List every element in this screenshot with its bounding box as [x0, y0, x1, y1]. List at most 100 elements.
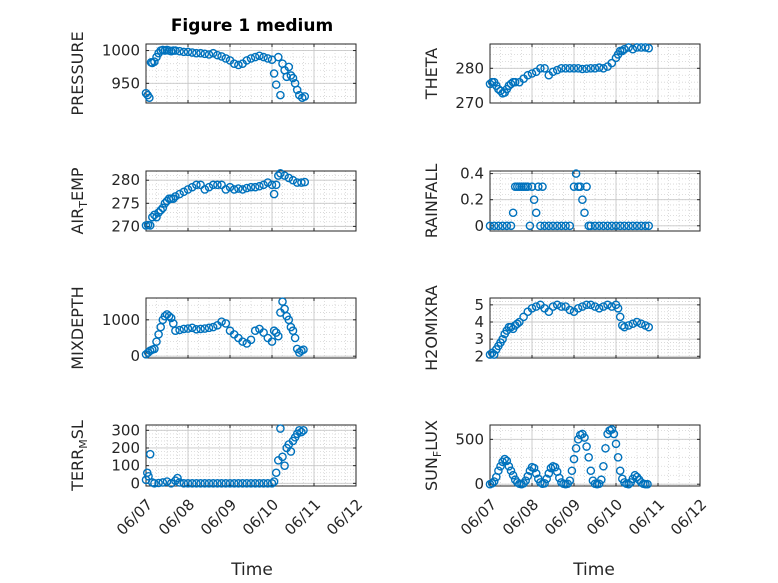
data-point	[144, 471, 153, 481]
data-point	[534, 182, 543, 191]
data-point	[238, 479, 247, 488]
data-point	[527, 69, 537, 78]
data-point	[510, 77, 520, 87]
axes-box	[145, 43, 357, 104]
data-point	[267, 180, 277, 190]
y-axis-label-main: PRESSURE	[68, 31, 87, 115]
data-point	[208, 48, 218, 58]
data-point	[294, 426, 304, 435]
data-point	[620, 44, 629, 54]
y-axis-label-rest: LUX	[422, 420, 441, 451]
y-tick-label: 4	[474, 313, 484, 331]
data-point	[179, 479, 189, 488]
subplot-4: 0 0.2 0.4 RAINFALL	[422, 164, 701, 238]
data-point	[250, 182, 260, 192]
data-point	[615, 221, 625, 231]
data-point	[531, 208, 541, 218]
data-point	[183, 185, 193, 194]
data-point	[200, 324, 210, 333]
data-point	[273, 171, 283, 180]
data-point	[607, 221, 617, 231]
data-point	[160, 199, 170, 208]
data-point	[179, 187, 189, 197]
data-point	[271, 80, 281, 89]
y-tick-label: 0	[474, 217, 484, 235]
data-point	[276, 424, 285, 433]
data-point	[271, 468, 281, 478]
data-point	[187, 48, 197, 57]
data-point	[494, 221, 503, 231]
data-point	[284, 62, 294, 72]
data-point	[611, 439, 621, 449]
data-point	[536, 221, 545, 231]
data-point	[152, 212, 161, 222]
y-axis-label: THETA	[422, 48, 441, 100]
data-point	[494, 466, 503, 476]
y-tick-label: 200	[111, 439, 140, 457]
data-point	[584, 452, 594, 462]
data-point	[620, 221, 629, 231]
data-point	[496, 461, 505, 471]
data-point	[506, 79, 516, 89]
data-point	[498, 334, 507, 344]
data-point	[597, 475, 606, 485]
data-point	[183, 479, 193, 488]
data-point	[569, 454, 579, 464]
data-point	[624, 321, 633, 330]
data-point	[552, 221, 562, 231]
y-tick-label: 2	[474, 347, 484, 365]
data-point	[276, 90, 285, 100]
data-point	[246, 479, 256, 488]
data-point	[299, 345, 308, 354]
data-point	[594, 63, 604, 72]
y-tick-label: 0.2	[460, 191, 484, 209]
data-point	[242, 479, 252, 488]
data-point	[576, 182, 585, 191]
figure-title: Figure 1 medium	[171, 16, 333, 36]
data-point	[565, 221, 575, 231]
data-point	[286, 447, 296, 456]
data-point	[246, 182, 256, 192]
data-point	[611, 221, 621, 231]
data-point	[221, 185, 231, 194]
data-point	[594, 303, 604, 313]
data-point	[150, 479, 159, 488]
data-point	[548, 302, 558, 311]
y-axis-label: TERRMSL	[68, 420, 90, 492]
data-point	[175, 478, 184, 487]
data-point	[213, 479, 222, 488]
data-point	[565, 63, 575, 73]
data-point	[582, 300, 591, 310]
data-point	[187, 323, 197, 333]
subplot-1: 950 1000 PRESSURE	[68, 31, 357, 116]
data-point	[156, 205, 165, 215]
subplot-5: 0 1000 MIXDEPTH	[68, 286, 357, 370]
data-point	[624, 479, 633, 489]
data-point	[540, 63, 549, 73]
data-point	[538, 182, 547, 191]
data-point	[154, 478, 163, 488]
data-point	[278, 452, 287, 462]
data-point	[613, 452, 623, 462]
data-point	[179, 324, 189, 334]
data-point	[175, 46, 184, 56]
data-point	[485, 221, 495, 231]
data-point	[548, 221, 558, 231]
data-point	[607, 58, 617, 68]
data-point	[523, 70, 533, 80]
data-point	[618, 321, 627, 330]
data-point	[527, 182, 537, 191]
data-point	[204, 323, 214, 333]
data-point	[284, 173, 294, 183]
data-point	[263, 54, 273, 63]
data-point	[529, 195, 539, 204]
data-point	[192, 324, 201, 334]
y-axis-label-subscript: T	[77, 201, 90, 209]
data-point	[187, 182, 197, 192]
data-point	[508, 470, 518, 480]
subplot-2: 270 280 THETA	[422, 43, 701, 112]
data-point	[590, 302, 600, 311]
data-point	[269, 326, 279, 336]
data-point	[527, 303, 537, 313]
